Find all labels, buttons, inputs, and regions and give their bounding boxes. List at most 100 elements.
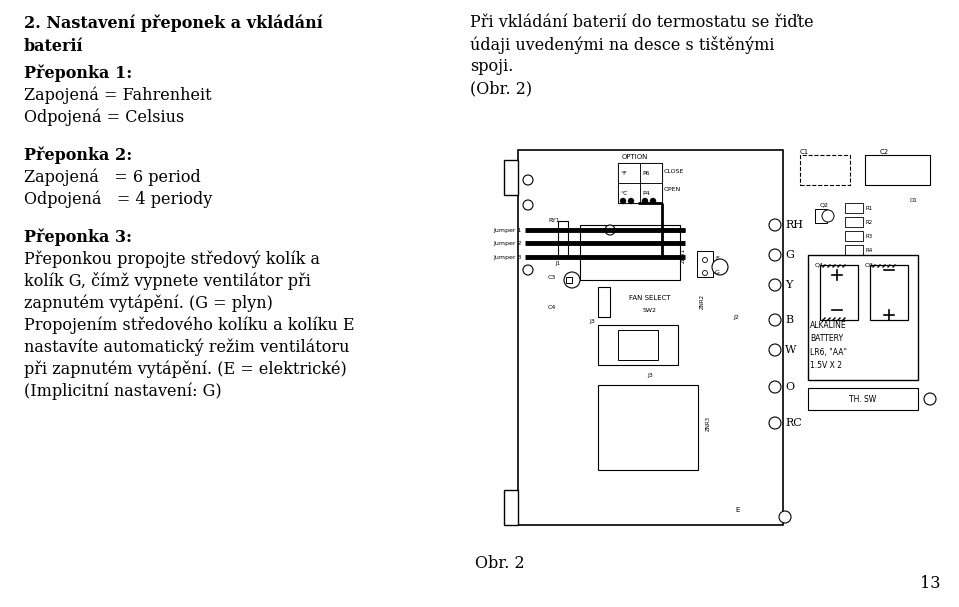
Bar (518, 150, 783, 525)
Text: W: W (785, 345, 796, 355)
Ellipse shape (697, 300, 711, 326)
Text: J3: J3 (589, 319, 595, 324)
Text: C4: C4 (548, 305, 556, 310)
Text: Propojením středového kolíku a kolíku E: Propojením středového kolíku a kolíku E (24, 316, 355, 333)
Text: 2. Nastavení přeponek a vkládání: 2. Nastavení přeponek a vkládání (24, 14, 323, 32)
Text: Obr. 2: Obr. 2 (475, 555, 525, 572)
Text: ZNR3: ZNR3 (706, 415, 711, 430)
Text: Odpojená   = 4 periody: Odpojená = 4 periody (24, 190, 212, 208)
Circle shape (822, 210, 834, 222)
Bar (618, 183, 640, 203)
Bar (640, 183, 662, 203)
Bar (845, 203, 863, 213)
Bar (845, 245, 863, 255)
Bar (800, 155, 850, 185)
Text: C1: C1 (800, 149, 809, 155)
Circle shape (769, 381, 781, 393)
Ellipse shape (678, 254, 692, 280)
Text: údaji uvedenými na desce s tištěnými: údaji uvedenými na desce s tištěnými (470, 36, 775, 54)
Text: BATTERY: BATTERY (810, 333, 843, 342)
Text: TH. SW: TH. SW (850, 395, 877, 404)
Text: P6: P6 (642, 171, 649, 175)
Circle shape (868, 270, 880, 282)
Text: G: G (785, 250, 794, 260)
Text: ZNR1: ZNR1 (681, 248, 686, 263)
Text: OPTION: OPTION (621, 154, 648, 160)
Bar (598, 325, 678, 365)
Bar (808, 388, 918, 410)
Text: ZNR2: ZNR2 (699, 293, 705, 308)
Text: spoji.: spoji. (470, 58, 513, 75)
Text: Zapojená   = 6 period: Zapojená = 6 period (24, 168, 200, 186)
Circle shape (769, 279, 781, 291)
Bar (598, 385, 698, 470)
Text: (Obr. 2): (Obr. 2) (470, 80, 532, 97)
Bar (820, 265, 858, 320)
Text: R4: R4 (866, 248, 874, 253)
Circle shape (605, 225, 615, 235)
Bar (870, 265, 908, 320)
Circle shape (650, 198, 656, 204)
Circle shape (769, 417, 781, 429)
Bar (808, 255, 918, 380)
Text: Zapojená = Fahrenheit: Zapojená = Fahrenheit (24, 86, 212, 104)
Ellipse shape (563, 302, 581, 312)
Text: Při vkládání baterií do termostatu se řiďte: Při vkládání baterií do termostatu se ři… (470, 14, 813, 31)
Circle shape (769, 314, 781, 326)
Bar (504, 160, 518, 195)
Bar (865, 155, 930, 185)
Text: Přeponka 3:: Přeponka 3: (24, 228, 132, 245)
Bar (618, 163, 662, 203)
Text: baterií: baterií (24, 38, 83, 55)
Bar (566, 277, 572, 283)
Text: Přeponkou propojte středový kolík a: Přeponkou propojte středový kolík a (24, 250, 320, 268)
Text: CLOSE: CLOSE (664, 169, 685, 174)
Text: R1: R1 (866, 206, 874, 211)
Text: FAN SELECT: FAN SELECT (629, 295, 670, 301)
Text: 13: 13 (920, 575, 940, 592)
Circle shape (523, 200, 533, 210)
Text: RC: RC (785, 418, 802, 428)
Text: kolík G, čímž vypnete ventilátor při: kolík G, čímž vypnete ventilátor při (24, 272, 311, 290)
Circle shape (779, 511, 791, 523)
Text: O1: O1 (910, 197, 918, 203)
Bar (640, 163, 662, 183)
Bar (580, 225, 680, 280)
Text: Přeponka 2:: Přeponka 2: (24, 146, 132, 163)
Text: O: O (785, 382, 794, 392)
Text: Přeponka 1:: Přeponka 1: (24, 64, 132, 81)
Text: Q4: Q4 (815, 262, 824, 268)
Ellipse shape (703, 422, 717, 448)
Bar (815, 209, 827, 223)
Bar (860, 269, 874, 283)
Circle shape (703, 271, 708, 276)
Text: Y: Y (785, 280, 792, 290)
Text: °C: °C (620, 191, 627, 195)
Text: Odpojená = Celsius: Odpojená = Celsius (24, 108, 184, 126)
Text: C2: C2 (880, 149, 889, 155)
Circle shape (769, 219, 781, 231)
Circle shape (769, 249, 781, 261)
Bar (598, 287, 610, 317)
Text: J3: J3 (647, 373, 653, 378)
Text: LR6, "AA": LR6, "AA" (810, 347, 847, 356)
Text: Jumper 3: Jumper 3 (493, 254, 522, 260)
Text: J1: J1 (555, 261, 560, 266)
Text: Q2: Q2 (820, 203, 829, 208)
Text: Jumper 2: Jumper 2 (493, 240, 522, 245)
Text: Jumper 1: Jumper 1 (493, 228, 522, 232)
Text: RY1: RY1 (548, 217, 560, 223)
Circle shape (523, 265, 533, 275)
Text: J2: J2 (733, 314, 738, 319)
Bar (697, 251, 713, 277)
Circle shape (924, 393, 936, 405)
Circle shape (769, 344, 781, 356)
Text: nastavíte automatický režim ventilátoru: nastavíte automatický režim ventilátoru (24, 338, 349, 356)
Circle shape (818, 270, 830, 282)
Text: OPEN: OPEN (664, 186, 681, 191)
Circle shape (712, 259, 728, 275)
Circle shape (564, 272, 580, 288)
Bar (810, 269, 824, 283)
Circle shape (628, 198, 634, 204)
Text: ALKALINE: ALKALINE (810, 320, 847, 330)
